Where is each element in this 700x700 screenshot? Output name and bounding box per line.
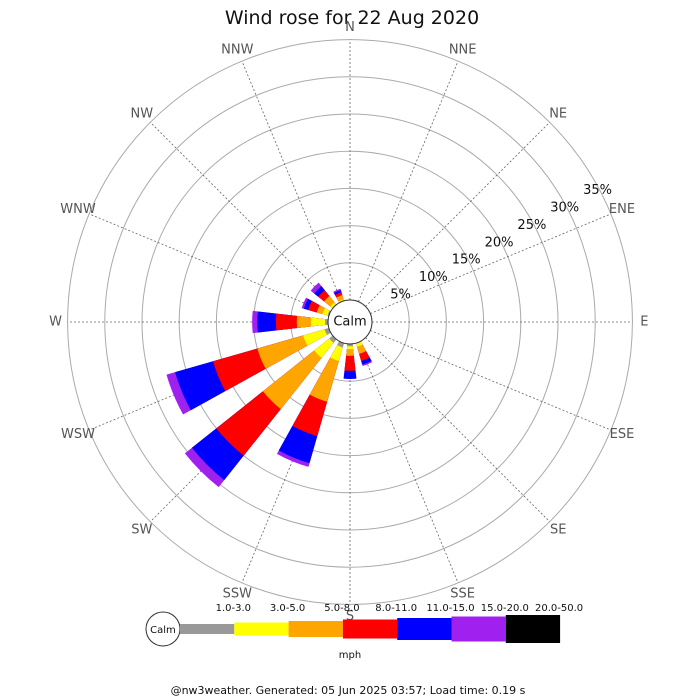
legend-swatch-3 [289, 621, 343, 637]
radial-tick-labels: 5% 10% 15% 20%25% 30% 35% [390, 183, 612, 303]
legend-swatch-1 [180, 624, 234, 634]
grid-spoke [358, 342, 458, 583]
legend-label-1: 1.0-3.0 [216, 603, 251, 614]
legend-label-7: 20.0-50.0 [535, 603, 583, 614]
radial-tick-label: 25% [517, 218, 546, 233]
radial-tick-label: 15% [452, 253, 481, 268]
legend-label-3: 5.0-8.0 [324, 603, 359, 614]
grid-spoke [242, 61, 342, 302]
grid-spoke [358, 61, 458, 302]
direction-label: SSW [223, 586, 253, 601]
legend: Calm mph 1.0-3.0 3.0-5.0 5.0-8.0 8.0-11.0 11… [146, 603, 583, 661]
calm-circle: Calm [328, 300, 372, 344]
direction-label: W [49, 315, 62, 330]
direction-label: ENE [609, 202, 635, 217]
grid-spoke [89, 214, 330, 314]
legend-calm-label: Calm [150, 625, 176, 636]
calm-label: Calm [333, 315, 366, 330]
direction-label: E [640, 315, 648, 330]
direction-label: WSW [61, 427, 95, 442]
legend-swatch-2 [234, 623, 288, 636]
direction-label: ESE [610, 427, 635, 442]
grid-spoke [150, 122, 334, 306]
legend-label-6: 15.0-20.0 [481, 603, 529, 614]
direction-label: N [345, 20, 355, 35]
grid-spoke [366, 338, 550, 522]
grid-spoke [370, 330, 611, 430]
grid-spoke [366, 122, 550, 306]
direction-label: SE [550, 523, 566, 538]
legend-swatch-6 [452, 617, 506, 642]
direction-label: NNW [221, 43, 253, 58]
legend-unit: mph [339, 650, 361, 661]
legend-swatch-7 [506, 615, 560, 643]
radial-tick-label: 30% [550, 200, 579, 215]
legend-label-2: 3.0-5.0 [270, 603, 305, 614]
legend-swatch-5 [397, 618, 451, 640]
direction-label: NE [549, 106, 567, 121]
footer-text: @nw3weather. Generated: 05 Jun 2025 03:5… [171, 684, 526, 697]
direction-label: NNE [449, 43, 477, 58]
radial-tick-label: 35% [583, 183, 612, 198]
direction-label: SSE [450, 586, 475, 601]
radial-tick-label: 10% [419, 270, 448, 285]
direction-label: WNW [60, 202, 96, 217]
radial-tick-label: 5% [390, 288, 411, 303]
direction-label: SW [131, 523, 152, 538]
legend-swatch-4 [343, 620, 397, 639]
radial-tick-label: 20% [485, 235, 514, 250]
legend-label-4: 8.0-11.0 [375, 603, 417, 614]
direction-label: NW [131, 106, 154, 121]
legend-label-5: 11.0-15.0 [426, 603, 474, 614]
